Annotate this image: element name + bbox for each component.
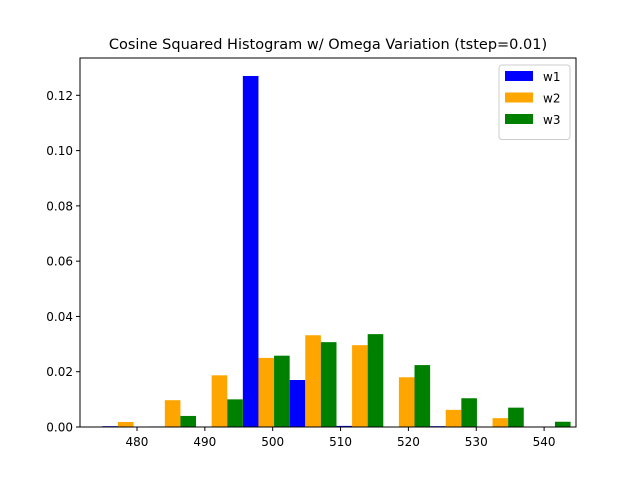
y-tick-label-6: 0.12 [46, 89, 73, 103]
bar-w2-6 [398, 377, 415, 427]
bar-w3-7 [461, 398, 477, 427]
bar-w3-6 [414, 365, 431, 427]
bar-w3-9 [554, 421, 571, 427]
x-axis: 480 490 500 510 520 530 540 [126, 427, 556, 449]
y-tick-label-2: 0.04 [46, 310, 73, 324]
x-tick-label-5: 530 [465, 435, 488, 449]
x-tick-label-3: 510 [329, 435, 352, 449]
bar-w1-4 [289, 380, 306, 427]
bar-w1-3 [242, 75, 259, 427]
bar-w2-2 [211, 375, 228, 427]
y-tick-label-5: 0.10 [46, 144, 73, 158]
bar-w3-2 [227, 399, 243, 427]
bar-w1-5 [336, 425, 353, 427]
bar-w2-7 [445, 409, 462, 427]
bars-layer [102, 75, 571, 427]
bar-w2-1 [164, 400, 181, 427]
legend: w1 w2 w3 [498, 64, 571, 140]
bar-w2-4 [305, 335, 321, 427]
bar-w2-5 [352, 345, 368, 427]
legend-swatch-w3 [505, 114, 533, 124]
x-tick-label-4: 520 [397, 435, 420, 449]
legend-swatch-w2 [505, 92, 533, 103]
x-tick-label-1: 490 [193, 435, 216, 449]
x-tick-label-2: 500 [261, 435, 284, 449]
bar-w2-3 [258, 357, 275, 427]
y-tick-label-0: 0.00 [46, 421, 73, 435]
y-tick-label-1: 0.02 [46, 365, 73, 379]
bar-w2-8 [492, 418, 509, 427]
x-tick-label-0: 480 [126, 435, 149, 449]
legend-label-w1: w1 [543, 70, 560, 84]
chart-title: Cosine Squared Histogram w/ Omega Variat… [109, 37, 547, 53]
y-axis: 0.00 0.02 0.04 0.06 0.08 0.10 0.12 [46, 89, 80, 435]
y-tick-label-4: 0.08 [46, 199, 73, 213]
bar-w3-4 [320, 342, 337, 427]
legend-label-w2: w2 [543, 92, 560, 106]
bar-w3-5 [367, 334, 384, 427]
y-tick-label-3: 0.06 [46, 255, 73, 269]
bar-w2-0 [118, 422, 134, 427]
bar-w3-8 [508, 407, 524, 427]
x-tick-label-6: 540 [533, 435, 556, 449]
legend-swatch-w1 [505, 71, 533, 81]
legend-label-w3: w3 [543, 113, 560, 127]
bar-w3-1 [180, 415, 197, 427]
plot-frame [79, 57, 577, 428]
bar-w3-3 [274, 355, 290, 427]
